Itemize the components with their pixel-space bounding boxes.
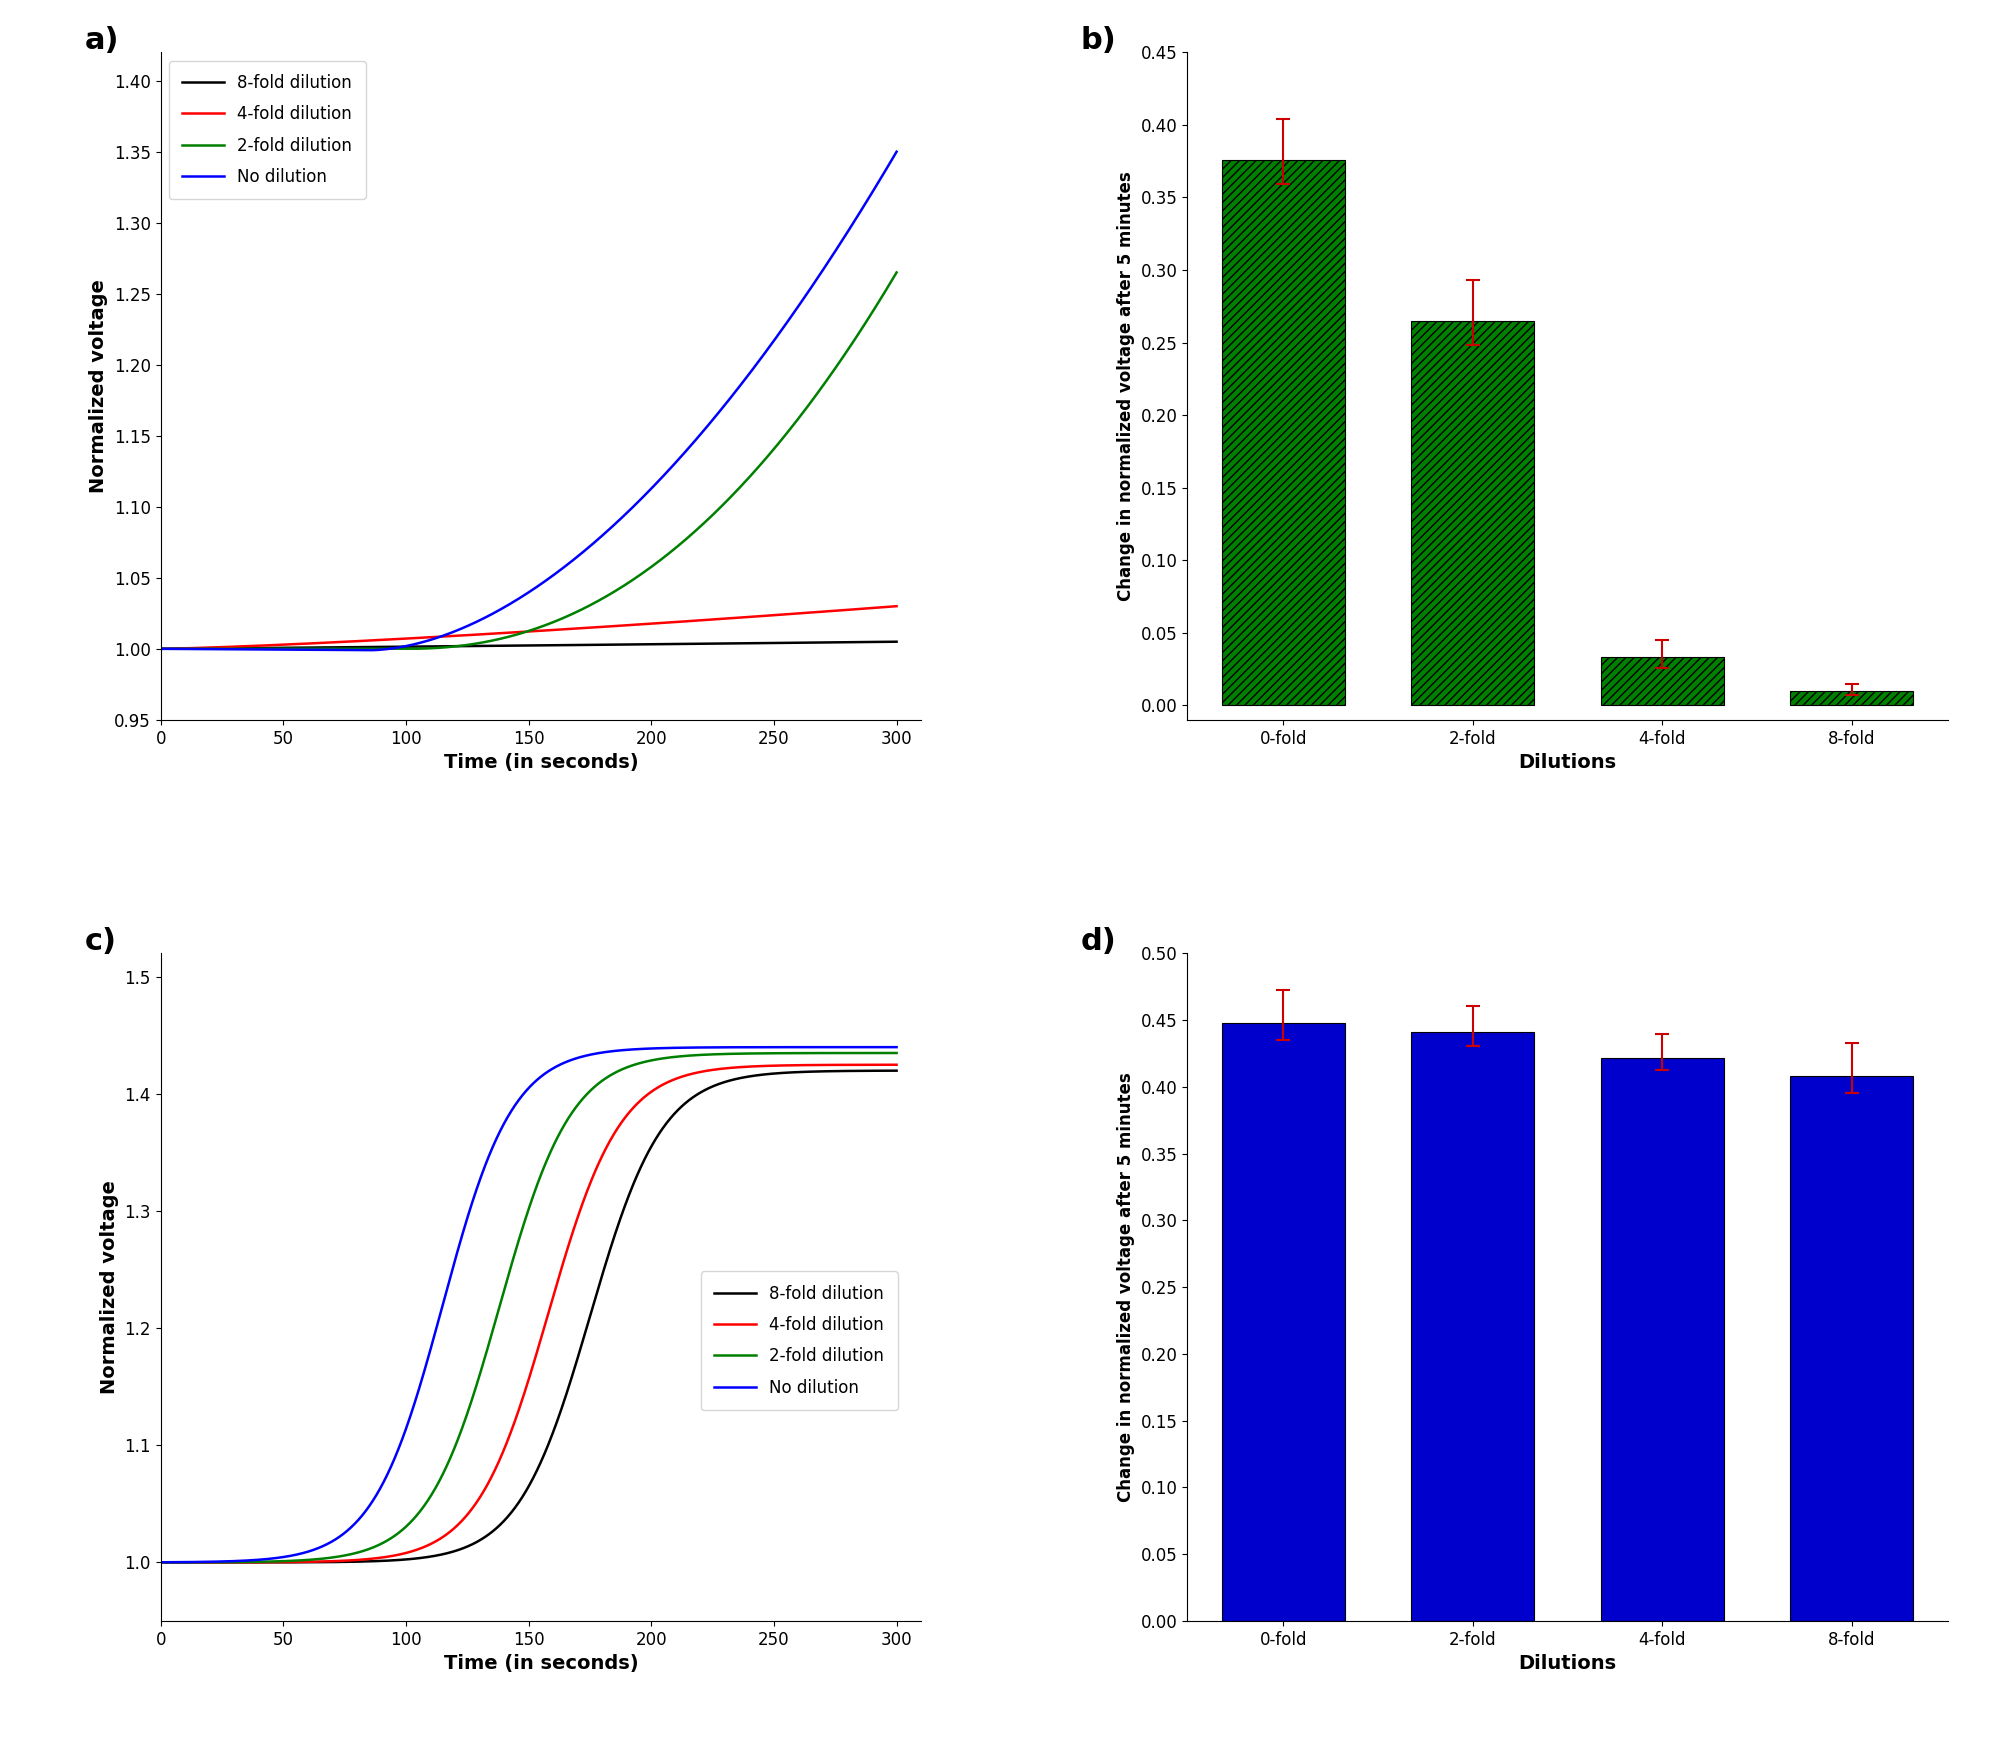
No dilution [357,640,381,661]
8-fold dilution [149,638,173,659]
No dilution [654,1037,678,1058]
8-fold dilution [654,1114,678,1135]
4-fold dilution [223,1551,247,1572]
Line: 2-fold dilution: 2-fold dilution [161,1053,897,1562]
Line: 2-fold dilution: 2-fold dilution [161,272,897,648]
4-fold dilution [735,1056,759,1077]
Text: a): a) [84,26,118,54]
4-fold dilution [654,612,678,633]
Bar [1788,1075,1913,1621]
Legend: 8-fold dilution, 4-fold dilution, 2-fold dilution, No dilution: 8-fold dilution, 4-fold dilution, 2-fold… [169,61,365,199]
8-fold dilution [654,634,678,655]
2-fold dilution [654,1048,678,1068]
No dilution [223,1551,247,1572]
4-fold dilution [149,1551,173,1572]
No dilution [446,1238,470,1258]
4-fold dilution [446,1515,470,1536]
No dilution [885,1037,909,1058]
Bar [1788,690,1913,706]
Bar [1220,1023,1345,1621]
2-fold dilution [149,1551,173,1572]
8-fold dilution [723,633,747,654]
Bar [1411,321,1533,706]
4-fold dilution [149,638,173,659]
Legend: 8-fold dilution, 4-fold dilution, 2-fold dilution, No dilution: 8-fold dilution, 4-fold dilution, 2-fold… [700,1271,897,1410]
No dilution [735,1037,759,1058]
No dilution [723,1037,747,1058]
4-fold dilution [723,1056,747,1077]
X-axis label: Dilutions: Dilutions [1517,753,1616,772]
Y-axis label: Normalized voltage: Normalized voltage [90,279,108,493]
8-fold dilution [149,1551,173,1572]
8-fold dilution [446,1539,470,1560]
2-fold dilution [472,1347,496,1368]
8-fold dilution [472,1527,496,1548]
8-fold dilution [472,636,496,657]
Text: b): b) [1080,26,1116,54]
4-fold dilution [723,608,747,629]
Y-axis label: Normalized voltage: Normalized voltage [100,1180,118,1394]
2-fold dilution [149,638,173,659]
Line: 4-fold dilution: 4-fold dilution [161,1065,897,1562]
8-fold dilution [885,631,909,652]
2-fold dilution [723,1044,747,1065]
No dilution [737,364,761,385]
2-fold dilution [885,1042,909,1063]
No dilution [723,382,747,403]
Y-axis label: Change in normalized voltage after 5 minutes: Change in normalized voltage after 5 min… [1116,1072,1134,1502]
8-fold dilution [223,1551,247,1572]
Text: c): c) [84,927,116,955]
Line: 8-fold dilution: 8-fold dilution [161,641,897,648]
4-fold dilution [885,1055,909,1075]
Text: d): d) [1080,927,1116,955]
No dilution [149,638,173,659]
8-fold dilution [723,1068,747,1089]
2-fold dilution [654,546,678,566]
X-axis label: Time (in seconds): Time (in seconds) [444,1654,638,1673]
4-fold dilution [223,636,247,657]
4-fold dilution [885,596,909,617]
No dilution [472,1156,496,1177]
2-fold dilution [723,483,747,504]
8-fold dilution [223,638,247,659]
No dilution [654,462,678,483]
8-fold dilution [735,1067,759,1088]
Line: No dilution: No dilution [161,1048,897,1562]
2-fold dilution [885,261,909,282]
8-fold dilution [446,636,470,657]
No dilution [149,1551,173,1572]
Y-axis label: Change in normalized voltage after 5 minutes: Change in normalized voltage after 5 min… [1116,171,1134,601]
8-fold dilution [885,1060,909,1081]
Bar [1411,1032,1533,1621]
Line: 8-fold dilution: 8-fold dilution [161,1070,897,1562]
2-fold dilution [735,1042,759,1063]
2-fold dilution [223,638,247,659]
X-axis label: Dilutions: Dilutions [1517,1654,1616,1673]
No dilution [223,640,247,661]
Line: 4-fold dilution: 4-fold dilution [161,607,897,648]
No dilution [474,607,498,627]
2-fold dilution [735,469,759,490]
4-fold dilution [472,624,496,645]
4-fold dilution [472,1478,496,1499]
4-fold dilution [446,626,470,647]
2-fold dilution [446,1428,470,1448]
Bar [1220,160,1345,706]
2-fold dilution [223,1551,247,1572]
4-fold dilution [735,607,759,627]
4-fold dilution [654,1072,678,1093]
8-fold dilution [735,633,759,654]
2-fold dilution [472,631,496,652]
Bar [1600,657,1722,706]
2-fold dilution [446,636,470,657]
Line: No dilution: No dilution [161,152,897,650]
No dilution [448,619,472,640]
No dilution [885,141,909,162]
Bar [1600,1058,1722,1621]
X-axis label: Time (in seconds): Time (in seconds) [444,753,638,772]
